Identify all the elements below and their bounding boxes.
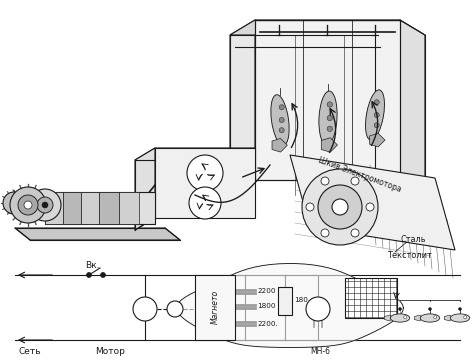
Circle shape [42, 202, 48, 208]
Circle shape [189, 187, 221, 219]
Bar [345, 278, 397, 318]
Circle shape [306, 203, 314, 211]
Circle shape [434, 316, 437, 319]
Ellipse shape [366, 90, 385, 140]
Circle shape [321, 229, 329, 237]
Circle shape [374, 112, 379, 118]
Circle shape [37, 197, 53, 213]
Polygon shape [230, 20, 255, 195]
Ellipse shape [390, 314, 410, 322]
Polygon shape [400, 20, 425, 195]
Bar [155, 148, 255, 218]
Circle shape [351, 229, 359, 237]
Text: 180: 180 [294, 297, 308, 303]
Circle shape [464, 316, 467, 319]
Circle shape [306, 297, 330, 321]
Circle shape [351, 177, 359, 185]
Ellipse shape [319, 91, 337, 145]
Circle shape [302, 169, 378, 245]
Bar [195, 275, 235, 340]
Circle shape [321, 177, 329, 185]
Circle shape [332, 199, 348, 215]
Polygon shape [135, 148, 155, 230]
Ellipse shape [420, 314, 440, 322]
Polygon shape [414, 315, 420, 321]
Text: Сеть: Сеть [18, 348, 41, 357]
Text: 1800: 1800 [257, 303, 275, 309]
Circle shape [187, 155, 223, 191]
Circle shape [3, 192, 25, 214]
Circle shape [327, 115, 333, 121]
Circle shape [366, 203, 374, 211]
Circle shape [10, 187, 46, 223]
Text: Вк.: Вк. [85, 261, 99, 270]
Text: Шкив Электромотора: Шкив Электромотора [317, 156, 403, 194]
Text: 2200: 2200 [257, 288, 275, 294]
Polygon shape [384, 315, 390, 321]
Circle shape [374, 100, 379, 105]
Polygon shape [272, 139, 287, 152]
Text: МН-6: МН-6 [310, 348, 330, 357]
Text: Мотор: Мотор [95, 348, 125, 357]
Circle shape [279, 105, 284, 110]
Text: Магнето: Магнето [210, 290, 219, 324]
Bar [278, 287, 292, 315]
Circle shape [458, 308, 462, 310]
Polygon shape [290, 155, 455, 250]
Bar [119, 192, 139, 224]
Circle shape [318, 185, 362, 229]
Polygon shape [135, 148, 255, 160]
Circle shape [374, 123, 379, 128]
Polygon shape [177, 264, 403, 348]
Ellipse shape [450, 314, 470, 322]
Text: 2200.: 2200. [257, 321, 278, 327]
Circle shape [100, 273, 105, 278]
Circle shape [133, 297, 157, 321]
Bar [81, 192, 99, 224]
Text: Сталь: Сталь [400, 235, 426, 244]
Circle shape [18, 195, 38, 215]
Bar [63, 192, 81, 224]
Circle shape [279, 128, 284, 133]
Polygon shape [321, 138, 337, 152]
Circle shape [327, 102, 333, 107]
Circle shape [429, 308, 431, 310]
Text: Текстолит: Текстолит [388, 251, 433, 260]
Bar [255, 20, 400, 180]
Ellipse shape [271, 95, 289, 145]
Polygon shape [444, 315, 450, 321]
Polygon shape [370, 133, 385, 147]
Circle shape [24, 201, 32, 209]
Circle shape [87, 273, 91, 278]
Bar [45, 192, 155, 224]
Bar [99, 192, 119, 224]
Circle shape [279, 117, 284, 122]
Circle shape [167, 301, 183, 317]
Circle shape [404, 316, 407, 319]
Circle shape [398, 308, 402, 310]
Bar [45, 192, 63, 224]
Circle shape [29, 189, 61, 221]
Circle shape [327, 126, 333, 131]
Polygon shape [15, 228, 180, 240]
Polygon shape [230, 20, 400, 35]
